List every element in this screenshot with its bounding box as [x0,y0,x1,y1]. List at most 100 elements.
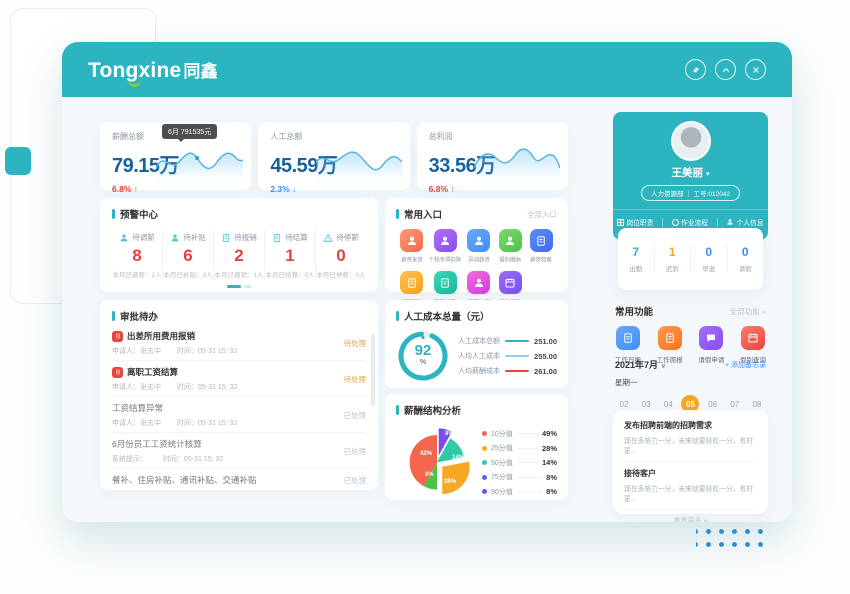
entry-salary-change[interactable]: 异动薪资 [463,229,494,264]
urgent-badge-icon [112,366,123,378]
calendar-icon [498,271,522,294]
warning-label: 待结算 [285,233,308,242]
memo-item[interactable]: 接待客户 现在多努力一分，未来就要轻松一分，有时更... [624,468,757,510]
document-icon [657,326,682,350]
titlebar: Tongxine 同鑫 [62,42,792,97]
warning-item-settle[interactable]: 待结算 1 本月已结算：0人 [265,230,316,281]
entry-tax-deduction[interactable]: 个税专项扣除 [427,229,463,264]
link-work-flow[interactable]: 作业流程 [671,217,708,227]
calendar-day[interactable]: 02 [619,399,629,409]
month-selector[interactable]: 2021年7月 ∨ [615,360,667,370]
status-badge: 待处理 [343,374,367,384]
calendar-day[interactable]: 07 [730,399,740,409]
warning-count: 0 [336,246,346,265]
approval-row[interactable]: 出差所用费用报销 申请人：张志中 时间：05-31 15: 32 待处理 [112,325,366,361]
attendance-stat[interactable]: 0 早退 [691,245,728,273]
approval-row[interactable]: 6月份员工工资统计核算 系统提示： 时间：05-31 15: 32 已处理 [112,433,366,469]
timestamp: 时间：05-31 15: 32 [177,420,238,427]
kpi-card-labor-total[interactable]: 人工总额 45.59万 2.3% ↓ [258,122,410,194]
legend-line [505,355,530,357]
sparkline-chart [157,152,244,180]
expand-icon [693,67,698,72]
approval-row[interactable]: 工资结算异常 申请人：张志中 时间：05-31 15: 32 已处理 [112,397,366,433]
document-icon [272,233,282,243]
func-leave-query[interactable]: 假别查询 [740,326,766,364]
warning-count: 1 [285,246,295,265]
quick-entry-grid: 薪资发放 个税专项扣除 异动薪资 福利缴纳 薪资档案 福利查询 薪资计算 调薪申… [396,229,557,306]
approval-row[interactable]: 离职工资结算 申请人：张志中 时间：05-31 15: 32 待处理 [112,361,366,397]
legend-value: 261.00 [534,366,557,376]
timestamp: 时间：05-31 15: 32 [163,456,224,463]
sidebar: 王美丽 ▾ 人力资源部 ｜ 工号:012042 岗位职责 作业流程 个人信息 7… [613,112,768,522]
legend-dot [482,460,487,465]
link-personal-info[interactable]: 个人信息 [726,217,764,227]
logo-text-cn: 同鑫 [183,61,218,81]
entry-salary-pay[interactable]: 薪资发放 [396,229,427,264]
warning-label: 待报销 [234,233,257,242]
user-name-dropdown[interactable]: 王美丽 ▾ [671,167,710,179]
window-controls [685,59,766,80]
pie-slice-label: 14% [452,455,465,461]
expand-button[interactable] [685,59,706,80]
calendar-day[interactable]: 03 [641,399,651,409]
logo-smile-icon [128,80,141,87]
calendar-day-selected[interactable]: 05 [681,395,700,413]
approvals-scrollbar[interactable] [371,334,375,406]
view-more-link[interactable]: 查看更多 » [673,518,708,522]
approvals-card: 审批待办 出差所用费用报销 申请人：张志中 时间：05-31 15: 32 待处理… [100,300,378,490]
func-leave-request[interactable]: 请假申请 [698,326,724,364]
section-title: 常用入口 [396,207,442,221]
mini-calendar: 2021年7月 ∨ + 添加备忘录 星期一 02 03 04 05 06 07 … [615,358,766,415]
document-icon [221,233,231,243]
func-daily-report[interactable]: 工作日报 [615,326,641,364]
warning-label: 待停薪 [336,233,359,242]
close-button[interactable] [745,59,766,80]
person-icon [726,218,734,226]
section-title: 预警中心 [112,207,366,221]
sparkline-chart [315,151,402,180]
attendance-stat[interactable]: 1 迟到 [655,245,691,273]
urgent-badge-icon [112,330,123,342]
approval-row[interactable]: 餐补、住房补贴、通讯补贴、交通补贴 已处理 [112,469,366,490]
person-icon [467,271,491,294]
logo-text: Tongxine [88,58,182,82]
link-job-duties[interactable]: 岗位职责 [617,217,654,227]
decor-teal-tab [5,147,31,175]
chevron-down-icon: ▾ [705,171,710,178]
legend-dot [482,445,487,451]
entry-salary-archive[interactable]: 薪资档案 [526,229,557,264]
warning-item-adjust[interactable]: 待调薪 8 本月已调薪：2人 [112,230,163,281]
kpi-delta: 6.8% ↑ [112,184,138,194]
collapse-button[interactable] [715,59,736,80]
chat-icon [699,326,724,350]
calendar-day[interactable]: 08 [752,399,762,409]
kpi-card-profit-total[interactable]: 总利润 33.56万 6.8% ↑ [416,122,568,194]
legend-value: 251.00 [534,336,557,346]
warning-item-suspend[interactable]: 待停薪 0 本月已停薪：0人 [316,230,366,281]
app-logo: Tongxine 同鑫 [88,57,218,87]
applicant: 申请人：张志中 [112,348,161,355]
timestamp: 时间：05-31 15: 32 [177,384,238,391]
entry-welfare-pay[interactable]: 福利缴纳 [495,229,526,264]
add-memo-link[interactable]: + 添加备忘录 [724,361,766,369]
alert-triangle-icon [323,233,333,243]
warning-item-reimburse[interactable]: 待报销 2 本月已报销：1人 [214,230,265,281]
all-functions-link[interactable]: 全部功能 » [729,306,766,316]
attendance-card: 7 出勤 1 迟到 0 早退 0 请假 [618,228,763,290]
func-weekly-report[interactable]: 工作周报 [657,326,683,364]
legend-label: 人均人工成本 [458,353,500,360]
attendance-stat[interactable]: 0 请假 [738,245,752,273]
avatar[interactable] [670,121,711,161]
timestamp: 时间：05-31 15: 32 [177,348,238,355]
warning-item-subsidy[interactable]: 待补贴 6 本月已补贴：3人 [163,230,214,281]
memo-item[interactable]: 发布招聘前端的招聘需求 现在多努力一分，未来就要轻松一分，有时更... [624,420,757,462]
kpi-card-salary-total[interactable]: 薪酬总额 79.15万 6.8% ↑ 6月 791535元 [100,122,252,194]
legend-line [505,340,530,342]
attendance-stat[interactable]: 7 出勤 [618,245,655,273]
carousel-indicator[interactable] [112,285,366,288]
calendar-day[interactable]: 06 [708,399,718,409]
all-entries-link[interactable]: 全部入口 [527,209,557,219]
document-icon [400,271,424,294]
warning-items: 待调薪 8 本月已调薪：2人 待补贴 6 本月已补贴：3人 待报销 2 本月已报… [112,230,366,281]
person-icon [400,229,424,252]
